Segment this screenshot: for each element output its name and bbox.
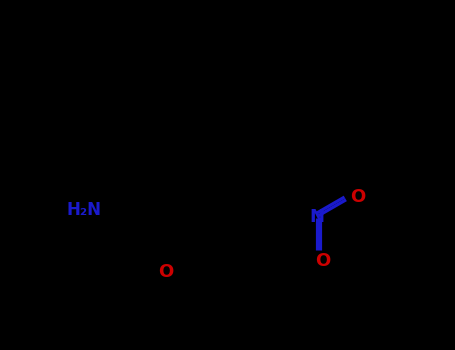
Text: H₂N: H₂N: [67, 201, 102, 219]
Text: O: O: [350, 189, 365, 206]
Text: O: O: [315, 252, 331, 270]
Text: N: N: [309, 208, 324, 226]
Text: O: O: [158, 263, 173, 281]
